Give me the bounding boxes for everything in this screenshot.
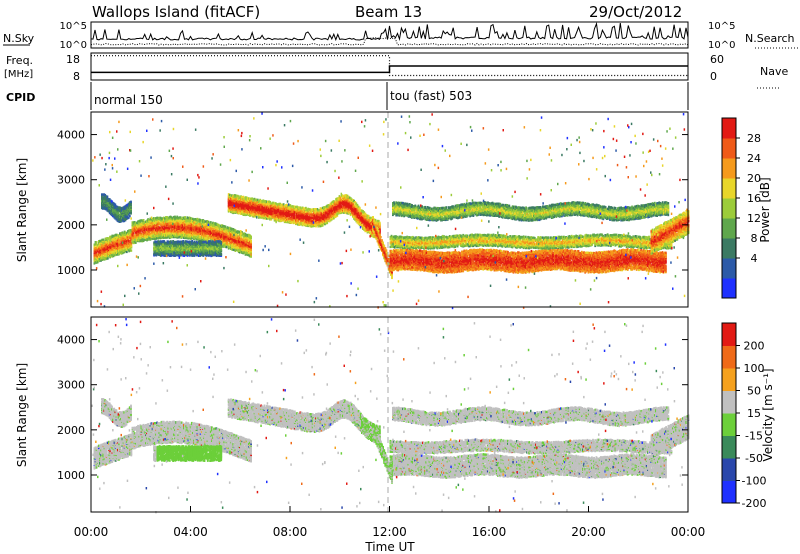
- freq-tick-top: 18: [66, 53, 80, 66]
- cpid-label: CPID: [6, 91, 35, 104]
- station-title: Wallops Island (fitACF): [92, 3, 260, 21]
- power-cell: [250, 240, 252, 242]
- power-cell: [250, 236, 252, 238]
- noise-right-tick-top: 10^5: [708, 21, 735, 32]
- nave-tick-top: 60: [710, 53, 724, 66]
- nave-label: Nave: [760, 65, 788, 78]
- power-cell: [143, 219, 145, 221]
- power-cell: [184, 216, 186, 218]
- cpid-segment-2: tou (fast) 503: [390, 89, 472, 103]
- freq-unit-label: [MHz]: [4, 69, 33, 80]
- freq-tick-bottom: 8: [73, 70, 80, 83]
- noise-right-label: N.Search: [745, 32, 795, 45]
- cpid-segment-1: normal 150: [94, 93, 163, 107]
- beam-title: Beam 13: [355, 3, 422, 21]
- power-cell: [130, 249, 132, 251]
- cpid-panel: CPID normal 150 tou (fast) 503: [6, 82, 688, 110]
- noise-sky-series: [91, 23, 688, 40]
- date-title: 29/Oct/2012: [589, 3, 682, 21]
- noise-left-tick-top: 10^5: [60, 21, 87, 32]
- power-cell: [210, 221, 212, 223]
- power-cell: [225, 225, 227, 227]
- noise-right-tick-bottom: 10^0: [708, 40, 735, 51]
- power-cell: [126, 251, 128, 253]
- freq-nave-panel: Freq. [MHz] 18 8 60 0 Nave: [4, 53, 788, 88]
- noise-left-label: N.Sky: [3, 32, 35, 45]
- noise-left-tick-bottom: 10^0: [60, 40, 87, 51]
- noise-panel: N.Sky 10^5 10^0 10^5 10^0 N.Search: [3, 21, 798, 51]
- power-cell: [326, 222, 328, 224]
- freq-label: Freq.: [6, 54, 33, 67]
- power-cell: [96, 241, 98, 243]
- nave-tick-bottom: 0: [710, 70, 717, 83]
